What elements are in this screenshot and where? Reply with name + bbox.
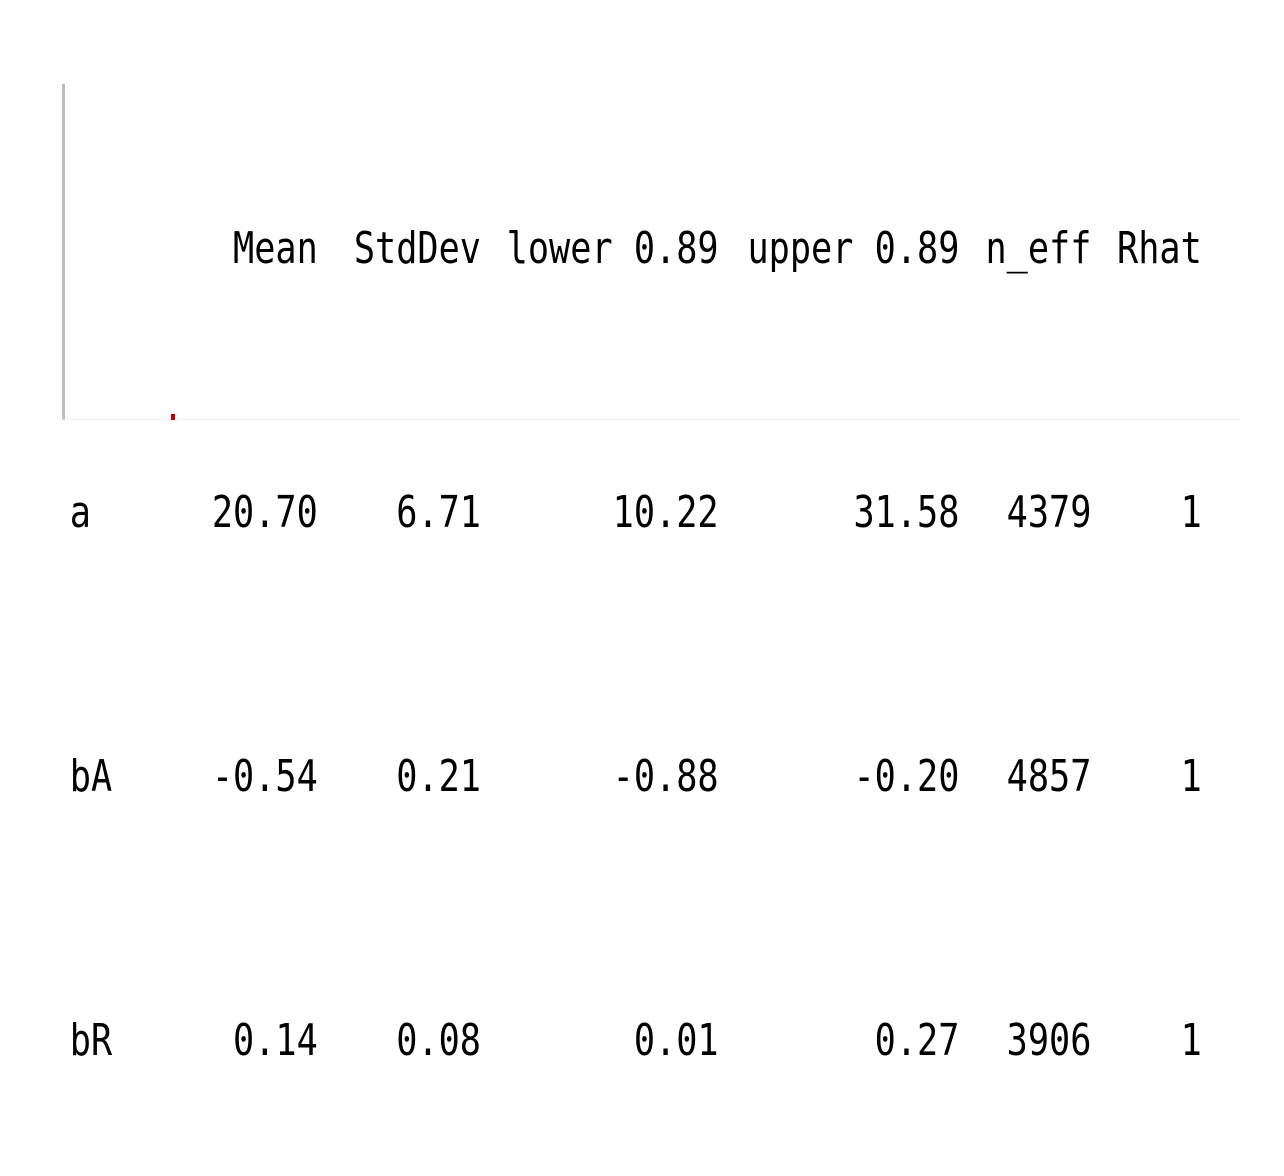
console-output: Mean StdDev lower 0.89 upper 0.89 n_eff … (62, 84, 1238, 1066)
header-lower: lower 0.89 (506, 223, 719, 274)
table-row: bA -0.54 0.21 -0.88 -0.20 4857 1 (65, 744, 1202, 810)
mean-value: 0.14 (233, 1015, 318, 1066)
neff-value: 3906 (1006, 1015, 1092, 1066)
table-header-row: Mean StdDev lower 0.89 upper 0.89 n_eff … (65, 216, 1202, 282)
upper-value: -0.20 (853, 751, 960, 802)
header-mean: Mean (233, 223, 318, 274)
lower-value: 0.01 (633, 1015, 719, 1066)
header-upper: upper 0.89 (747, 223, 960, 274)
header-neff: n_eff (985, 223, 1092, 274)
neff-value: 4379 (1006, 487, 1092, 538)
stddev-value: 0.21 (396, 751, 481, 802)
param-name: a (69, 487, 91, 538)
param-name: bR (69, 1015, 113, 1066)
stddev-value: 0.08 (396, 1015, 481, 1066)
table-row: a 20.70 6.71 10.22 31.58 4379 1 (65, 480, 1202, 546)
header-name (65, 216, 176, 282)
rhat-value: 1 (1180, 751, 1202, 802)
upper-value: 31.58 (853, 487, 960, 538)
precis-table: Mean StdDev lower 0.89 upper 0.89 n_eff … (65, 84, 1202, 1176)
lower-value: 10.22 (612, 487, 719, 538)
rhat-value: 1 (1180, 487, 1202, 538)
header-rhat: Rhat (1117, 223, 1202, 274)
lower-value: -0.88 (612, 751, 719, 802)
prompt-cursor-mark (171, 414, 175, 420)
header-stddev: StdDev (353, 223, 481, 274)
upper-value: 0.27 (874, 1015, 960, 1066)
mean-value: 20.70 (211, 487, 318, 538)
rhat-value: 1 (1180, 1015, 1202, 1066)
neff-value: 4857 (1006, 751, 1092, 802)
param-name: bA (69, 751, 113, 802)
stddev-value: 6.71 (396, 487, 481, 538)
mean-value: -0.54 (211, 751, 318, 802)
table-row: bR 0.14 0.08 0.01 0.27 3906 1 (65, 1008, 1202, 1074)
